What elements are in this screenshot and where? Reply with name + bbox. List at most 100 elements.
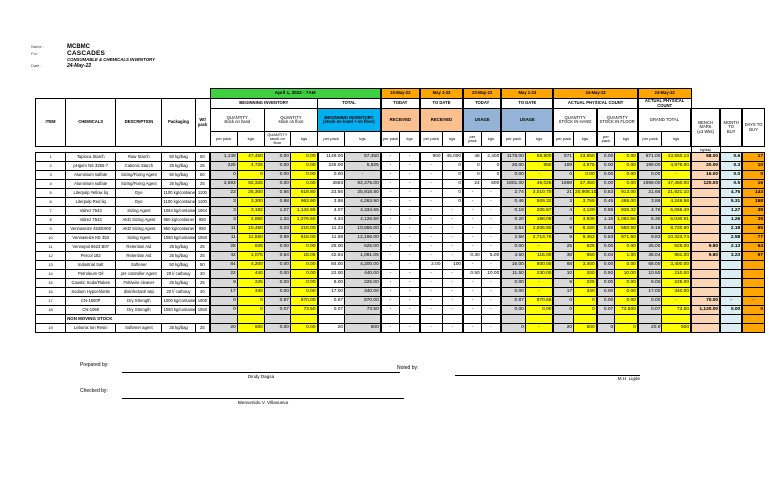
- value-cell[interactable]: 25: [209, 242, 238, 252]
- value-cell[interactable]: 84.00: [316, 260, 346, 270]
- value-cell[interactable]: 936.32: [614, 206, 639, 216]
- value-cell[interactable]: [379, 314, 401, 324]
- value-cell[interactable]: 92,475.00: [344, 179, 382, 189]
- value-cell[interactable]: [719, 260, 743, 270]
- item-number-cell[interactable]: 19: [34, 323, 67, 333]
- value-cell[interactable]: 1149.00: [316, 152, 346, 162]
- value-cell[interactable]: -: [379, 287, 401, 297]
- description-cell[interactable]: Retention Aid: [115, 242, 163, 252]
- value-cell[interactable]: 10: [741, 161, 766, 171]
- packaging-cell[interactable]: 25 kg/bag: [161, 161, 196, 171]
- value-cell[interactable]: -: [441, 305, 464, 315]
- value-cell[interactable]: [689, 323, 721, 333]
- wtpack-cell[interactable]: 1050: [194, 305, 211, 315]
- value-cell[interactable]: 9: [552, 278, 575, 288]
- value-cell[interactable]: 3,010.70: [524, 188, 554, 198]
- value-cell[interactable]: 9.00: [316, 278, 346, 288]
- value-cell[interactable]: 68: [552, 260, 575, 270]
- item-number-cell[interactable]: 2: [34, 161, 67, 171]
- value-cell[interactable]: 0.00: [289, 323, 319, 333]
- value-cell[interactable]: -: [462, 278, 482, 288]
- value-cell[interactable]: 0.59: [263, 233, 291, 243]
- value-cell[interactable]: 0: [441, 179, 464, 189]
- wtpack-cell[interactable]: 25: [194, 323, 211, 333]
- value-cell[interactable]: 618.80: [289, 188, 319, 198]
- wtpack-cell[interactable]: 1100: [194, 188, 211, 198]
- value-cell[interactable]: 0.87: [500, 296, 526, 306]
- value-cell[interactable]: 0.00: [595, 296, 616, 306]
- value-cell[interactable]: 3,938: [573, 215, 598, 225]
- value-cell[interactable]: 0.00: [263, 161, 291, 171]
- value-cell[interactable]: 0: [209, 296, 238, 306]
- value-cell[interactable]: -: [418, 251, 443, 261]
- value-cell[interactable]: -: [441, 233, 464, 243]
- value-cell[interactable]: 16.05: [289, 251, 319, 261]
- value-cell[interactable]: -: [399, 233, 421, 243]
- value-cell[interactable]: -: [418, 323, 443, 333]
- value-cell[interactable]: 12,166.00: [344, 233, 382, 243]
- value-cell[interactable]: 0.00: [289, 170, 319, 180]
- chemical-cell[interactable]: Aluminium sulfate: [65, 179, 117, 189]
- value-cell[interactable]: 68.00: [636, 260, 663, 270]
- value-cell[interactable]: 21: [552, 188, 575, 198]
- value-cell[interactable]: 25,300: [236, 188, 265, 198]
- value-cell[interactable]: 57,450: [344, 152, 382, 162]
- value-cell[interactable]: 92,325: [236, 179, 265, 189]
- value-cell[interactable]: 0.00: [263, 242, 291, 252]
- value-cell[interactable]: 0.00: [595, 152, 616, 162]
- value-cell[interactable]: 625.00: [344, 242, 382, 252]
- value-cell[interactable]: 1,092.50: [614, 215, 639, 225]
- wtpack-cell[interactable]: 1050: [194, 233, 211, 243]
- value-cell[interactable]: -: [418, 269, 443, 279]
- packaging-cell[interactable]: 20 l/ carbouy: [161, 287, 196, 297]
- value-cell[interactable]: 3,755: [573, 197, 598, 207]
- value-cell[interactable]: 17: [209, 287, 238, 297]
- value-cell[interactable]: 5,065.40: [661, 206, 692, 216]
- value-cell[interactable]: 500: [661, 323, 692, 333]
- value-cell[interactable]: [573, 314, 598, 324]
- value-cell[interactable]: 10.00: [614, 269, 639, 279]
- value-cell[interactable]: 0: [741, 305, 766, 315]
- value-cell[interactable]: 3: [209, 197, 238, 207]
- value-cell[interactable]: 9: [552, 233, 575, 243]
- value-cell[interactable]: 1.34: [263, 215, 291, 225]
- value-cell[interactable]: 38: [552, 251, 575, 261]
- description-cell[interactable]: Felt/wire cleaner: [115, 278, 163, 288]
- value-cell[interactable]: -: [399, 287, 421, 297]
- value-cell[interactable]: 4,334.65: [344, 206, 382, 216]
- packaging-cell[interactable]: 25 kg/bag: [161, 251, 196, 261]
- value-cell[interactable]: 9.80: [689, 251, 721, 261]
- value-cell[interactable]: 10,666.00: [344, 224, 382, 234]
- value-cell[interactable]: 340: [573, 287, 598, 297]
- value-cell[interactable]: 0.00: [500, 287, 526, 297]
- value-cell[interactable]: 0.19: [500, 206, 526, 216]
- value-cell[interactable]: 1178.00: [500, 152, 526, 162]
- value-cell[interactable]: 0.07: [263, 305, 291, 315]
- value-cell[interactable]: 58,800: [524, 152, 554, 162]
- value-cell[interactable]: 115.00: [524, 251, 554, 261]
- value-cell[interactable]: 340.00: [661, 287, 692, 297]
- value-cell[interactable]: [689, 278, 721, 288]
- value-cell[interactable]: 84: [209, 260, 238, 270]
- value-cell[interactable]: 625: [573, 242, 598, 252]
- value-cell[interactable]: 3,693: [209, 179, 238, 189]
- value-cell[interactable]: -: [344, 170, 382, 180]
- description-cell[interactable]: Sizing Agent: [115, 233, 163, 243]
- value-cell[interactable]: [418, 314, 443, 324]
- value-cell[interactable]: [689, 224, 721, 234]
- value-cell[interactable]: 0: [462, 161, 482, 171]
- value-cell[interactable]: 0.00: [614, 242, 639, 252]
- value-cell[interactable]: -: [379, 170, 401, 180]
- value-cell[interactable]: -: [399, 170, 421, 180]
- value-cell[interactable]: 25,918.80: [344, 188, 382, 198]
- value-cell[interactable]: 1.07: [263, 206, 291, 216]
- value-cell[interactable]: 70.00: [689, 296, 721, 306]
- value-cell[interactable]: [236, 314, 265, 324]
- value-cell[interactable]: 3.88: [316, 197, 346, 207]
- value-cell[interactable]: 440: [236, 269, 265, 279]
- value-cell[interactable]: 870.00: [344, 296, 382, 306]
- value-cell[interactable]: 23.56: [316, 188, 346, 198]
- value-cell[interactable]: 38: [741, 215, 766, 225]
- value-cell[interactable]: -: [399, 152, 421, 162]
- value-cell[interactable]: 5.31: [719, 197, 743, 207]
